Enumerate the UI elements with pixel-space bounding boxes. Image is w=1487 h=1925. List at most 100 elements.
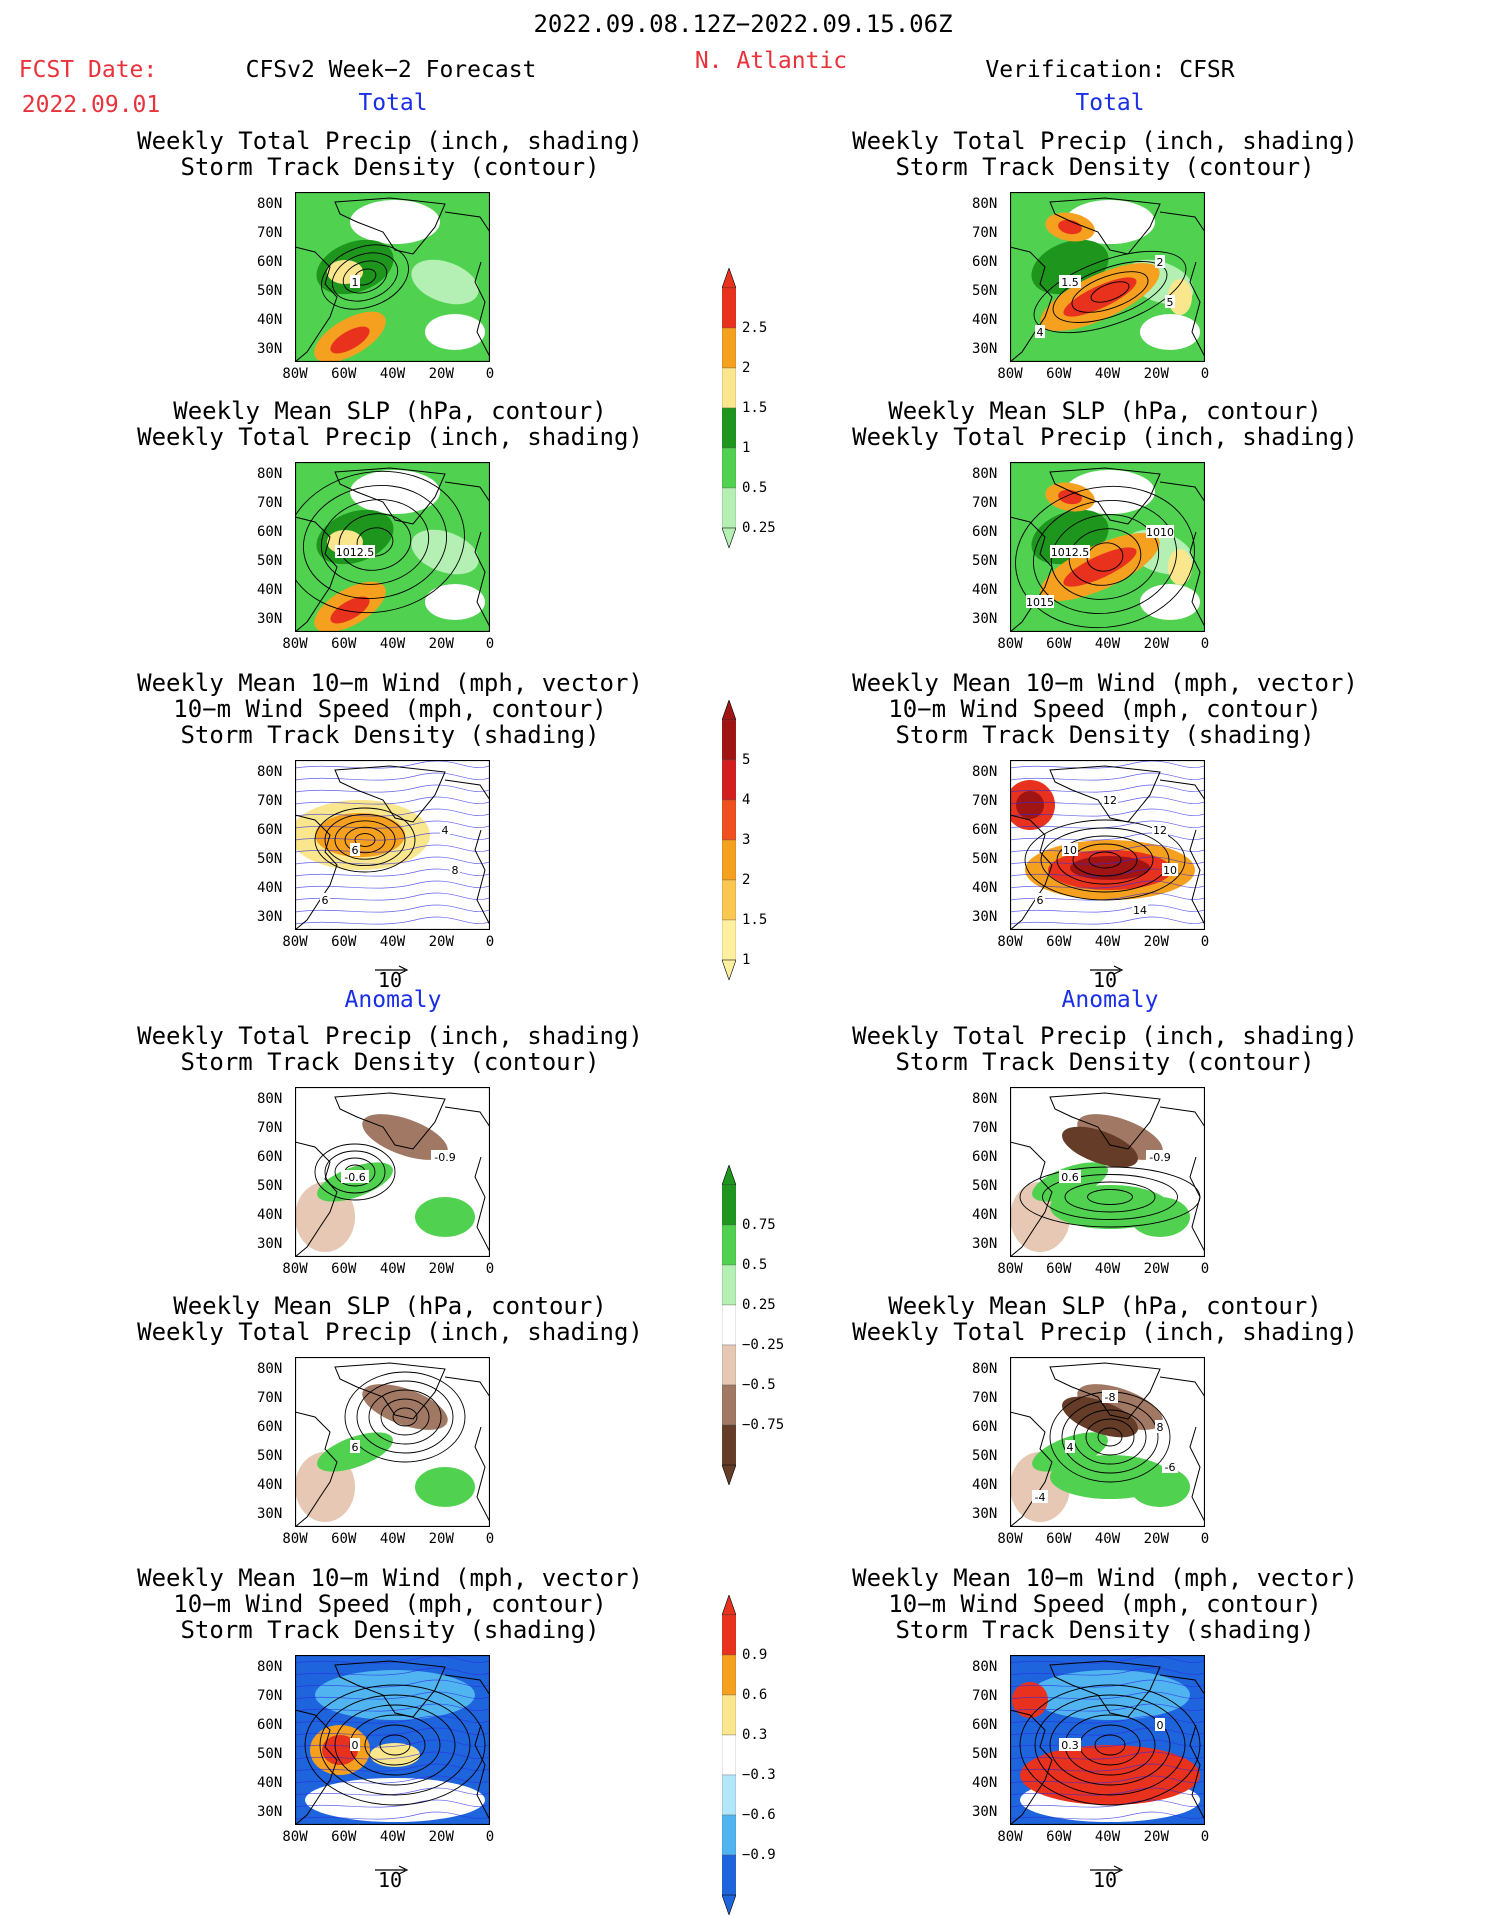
lat-tick-label: 40N [257,312,283,328]
lat-tick-label: 50N [257,1746,283,1762]
lon-tick-label: 0 [1200,934,1210,950]
lon-tick-label: 60W [1046,366,1072,382]
lon-tick-label: 20W [1143,636,1169,652]
lon-tick-label: 20W [1143,934,1169,950]
lat-tick-label: 40N [257,1207,283,1223]
svg-text:-0.9: -0.9 [434,1151,455,1164]
lat-tick-label: 30N [972,341,998,357]
svg-text:-0.6: -0.6 [344,1171,365,1184]
colorbar-tick-label: 1.5 [742,400,768,416]
lat-tick-label: 70N [972,495,998,511]
lat-tick-label: 30N [972,611,998,627]
contour-label: 6 [320,893,330,907]
panel-title-line-1: Weekly Mean 10−m Wind (mph, vector) [852,1564,1358,1592]
svg-text:10: 10 [1163,864,1177,877]
colorbar-tick-label: 2 [742,360,751,376]
lat-tick-label: 50N [972,1746,998,1762]
lon-tick-label: 0 [1200,1531,1210,1547]
panel-title-line-2: 10−m Wind Speed (mph, contour) [173,695,607,723]
lat-tick-label: 60N [257,822,283,838]
lon-tick-label: 80W [997,636,1023,652]
contour-label: 0.6 [1059,1170,1081,1184]
lat-tick-label: 40N [257,880,283,896]
lon-tick-label: 40W [1094,1829,1121,1845]
svg-text:2: 2 [1157,256,1164,269]
lat-tick-label: 50N [257,283,283,299]
lon-tick-label: 20W [428,366,454,382]
lon-tick-label: 40W [379,1261,406,1277]
colorbar-tick-label: 0.75 [742,1217,776,1233]
panel-title-line-3: Storm Track Density (shading) [180,721,600,749]
contour-label: -0.6 [341,1170,369,1184]
lat-tick-label: 70N [257,1688,283,1704]
lat-tick-label: 60N [257,1149,283,1165]
lat-tick-label: 50N [257,1448,283,1464]
contour-label: 0.3 [1059,1738,1081,1752]
panel-title-line-1: Weekly Total Precip (inch, shading) [852,1022,1358,1050]
panel-title-line-1: Weekly Mean SLP (hPa, contour) [888,1292,1322,1320]
lat-tick-label: 40N [257,1775,283,1791]
lat-tick-label: 30N [972,909,998,925]
lon-tick-label: 60W [1046,1829,1072,1845]
lat-tick-label: 40N [972,1477,998,1493]
verification-title: Verification: CFSR [985,57,1235,83]
lon-tick-label: 0 [485,636,495,652]
colorbar-tick-label: 5 [742,752,751,768]
lat-tick-label: 80N [972,466,998,482]
map-panel-sT-right: 1012.5 1010 1015 [1010,462,1205,632]
colorbar-tick-label: −0.6 [742,1807,776,1823]
lon-tick-label: 0 [485,1531,495,1547]
lat-tick-label: 60N [257,254,283,270]
svg-text:6: 6 [322,894,329,907]
vector-reference-label: 10 [1093,1868,1118,1892]
lat-tick-label: 50N [972,553,998,569]
lat-tick-label: 50N [257,553,283,569]
contour-label: 1015 [1026,595,1054,609]
panel-title-line-1: Weekly Total Precip (inch, shading) [137,127,643,155]
lat-tick-label: 40N [257,1477,283,1493]
lat-tick-label: 30N [257,1506,283,1522]
lat-tick-label: 50N [257,851,283,867]
lon-tick-label: 20W [428,1531,454,1547]
contour-label: 8 [1155,1420,1165,1434]
colorbar-tick-label: 1 [742,440,751,456]
lat-tick-label: 60N [257,524,283,540]
lon-tick-label: 40W [1094,1261,1121,1277]
lat-tick-label: 60N [972,1419,998,1435]
panel-title-line-2: 10−m Wind Speed (mph, contour) [888,1590,1322,1618]
lon-tick-label: 40W [1094,1531,1121,1547]
lon-tick-label: 20W [1143,366,1169,382]
panel-title-line-2: Storm Track Density (contour) [180,153,600,181]
map-panel-wT-left: 6 4 6 8 [295,760,490,930]
lat-tick-label: 60N [972,524,998,540]
lat-tick-label: 30N [257,909,283,925]
vector-reference-arrow [375,1860,409,1875]
lon-tick-label: 40W [1094,366,1121,382]
svg-text:1.5: 1.5 [1061,276,1079,289]
colorbar-storm_total [721,699,737,981]
lat-tick-label: 70N [257,1120,283,1136]
colorbar-tick-label: 4 [742,792,751,808]
panel-title-line-3: Storm Track Density (shading) [895,1616,1315,1644]
lon-tick-label: 40W [379,366,406,382]
svg-text:12: 12 [1153,824,1167,837]
lat-tick-label: 40N [972,1207,998,1223]
colorbar-tick-label: 0.3 [742,1727,768,1743]
lon-tick-label: 80W [282,1531,308,1547]
lat-tick-label: 80N [972,1659,998,1675]
contour-label: 1012.5 [335,545,375,559]
colorbar-precip_total [721,267,737,549]
lat-tick-label: 70N [257,1390,283,1406]
region-title: N. Atlantic [694,48,848,74]
lon-tick-label: 60W [1046,934,1072,950]
lat-tick-label: 60N [257,1419,283,1435]
vector-reference-arrow [1090,1860,1124,1875]
svg-text:-4: -4 [1035,1491,1046,1504]
svg-text:1012.5: 1012.5 [1051,546,1090,559]
panel-title-line-1: Weekly Total Precip (inch, shading) [852,127,1358,155]
panel-title-line-1: Weekly Mean SLP (hPa, contour) [888,397,1322,425]
lon-tick-label: 20W [428,934,454,950]
lon-tick-label: 80W [282,636,308,652]
panel-title-line-2: Weekly Total Precip (inch, shading) [852,1318,1358,1346]
lon-tick-label: 60W [331,636,357,652]
